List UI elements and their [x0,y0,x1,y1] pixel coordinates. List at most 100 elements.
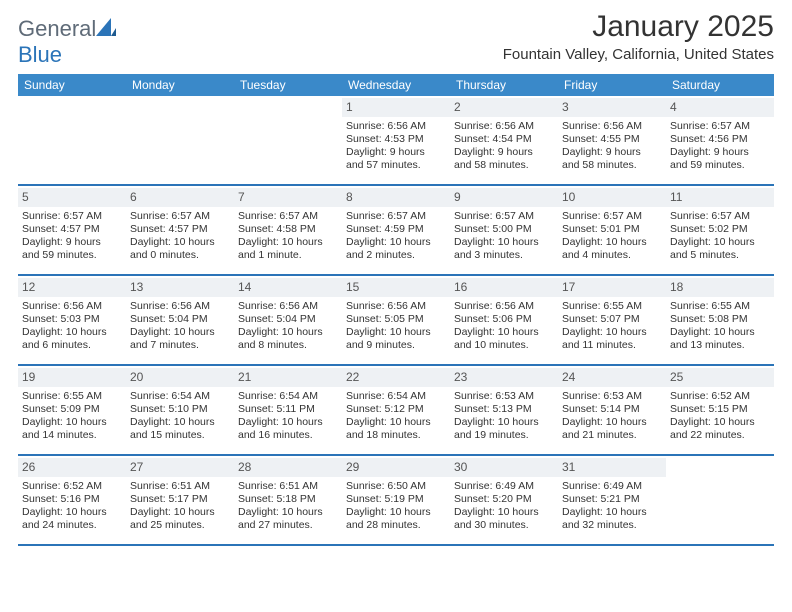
daylight2-text: and 57 minutes. [346,159,446,172]
day-cell: 22Sunrise: 6:54 AMSunset: 5:12 PMDayligh… [342,366,450,454]
day-cell: 28Sunrise: 6:51 AMSunset: 5:18 PMDayligh… [234,456,342,544]
daylight1-text: Daylight: 10 hours [562,416,662,429]
day-header: Sunday [18,74,126,96]
day-cell [126,96,234,184]
sunset-text: Sunset: 4:57 PM [22,223,122,236]
day-header: Friday [558,74,666,96]
daylight2-text: and 58 minutes. [562,159,662,172]
day-cell: 2Sunrise: 6:56 AMSunset: 4:54 PMDaylight… [450,96,558,184]
sunset-text: Sunset: 5:15 PM [670,403,770,416]
sunrise-text: Sunrise: 6:54 AM [130,390,230,403]
sunset-text: Sunset: 4:55 PM [562,133,662,146]
daylight2-text: and 1 minute. [238,249,338,262]
day-number: 31 [558,458,666,477]
day-cell: 17Sunrise: 6:55 AMSunset: 5:07 PMDayligh… [558,276,666,364]
sunset-text: Sunset: 5:21 PM [562,493,662,506]
sunrise-text: Sunrise: 6:56 AM [346,120,446,133]
daylight1-text: Daylight: 10 hours [130,326,230,339]
day-number: 9 [450,188,558,207]
sunset-text: Sunset: 5:13 PM [454,403,554,416]
daylight1-text: Daylight: 10 hours [238,506,338,519]
daylight2-text: and 4 minutes. [562,249,662,262]
sunrise-text: Sunrise: 6:56 AM [22,300,122,313]
daylight2-text: and 25 minutes. [130,519,230,532]
day-number: 8 [342,188,450,207]
sunset-text: Sunset: 4:56 PM [670,133,770,146]
daylight1-text: Daylight: 10 hours [346,416,446,429]
day-cell: 18Sunrise: 6:55 AMSunset: 5:08 PMDayligh… [666,276,774,364]
day-number: 22 [342,368,450,387]
sunrise-text: Sunrise: 6:52 AM [670,390,770,403]
calendar: SundayMondayTuesdayWednesdayThursdayFrid… [18,74,774,546]
daylight2-text: and 27 minutes. [238,519,338,532]
day-cell: 1Sunrise: 6:56 AMSunset: 4:53 PMDaylight… [342,96,450,184]
sunset-text: Sunset: 5:06 PM [454,313,554,326]
sunset-text: Sunset: 5:20 PM [454,493,554,506]
sunset-text: Sunset: 5:11 PM [238,403,338,416]
daylight1-text: Daylight: 10 hours [670,236,770,249]
day-number: 17 [558,278,666,297]
week-row: 26Sunrise: 6:52 AMSunset: 5:16 PMDayligh… [18,456,774,546]
day-header: Monday [126,74,234,96]
day-header: Saturday [666,74,774,96]
daylight2-text: and 58 minutes. [454,159,554,172]
day-number: 29 [342,458,450,477]
day-number: 14 [234,278,342,297]
day-cell: 31Sunrise: 6:49 AMSunset: 5:21 PMDayligh… [558,456,666,544]
day-cell: 24 Sunrise: 6:53 AMSunset: 5:14 PMDayligh… [558,366,666,454]
sunset-text: Sunset: 5:01 PM [562,223,662,236]
daylight2-text: and 22 minutes. [670,429,770,442]
sunset-text: Sunset: 4:57 PM [130,223,230,236]
daylight1-text: Daylight: 10 hours [454,506,554,519]
sunrise-text: Sunrise: 6:55 AM [670,300,770,313]
daylight1-text: Daylight: 10 hours [454,416,554,429]
daylight2-text: and 21 minutes. [562,429,662,442]
daylight2-text: and 18 minutes. [346,429,446,442]
sunrise-text: Sunrise: 6:57 AM [670,210,770,223]
day-number: 7 [234,188,342,207]
sunrise-text: Sunrise: 6:56 AM [346,300,446,313]
sunrise-text: Sunrise: 6:56 AM [454,300,554,313]
sunset-text: Sunset: 5:09 PM [22,403,122,416]
day-number: 24 [558,368,666,387]
sunset-text: Sunset: 5:02 PM [670,223,770,236]
sunrise-text: Sunrise: 6:53 AM [562,390,662,403]
week-row: 1Sunrise: 6:56 AMSunset: 4:53 PMDaylight… [18,96,774,186]
daylight1-text: Daylight: 10 hours [22,506,122,519]
day-number: 11 [666,188,774,207]
day-cell: 23Sunrise: 6:53 AMSunset: 5:13 PMDayligh… [450,366,558,454]
day-cell: 7Sunrise: 6:57 AMSunset: 4:58 PMDaylight… [234,186,342,274]
day-cell: 25Sunrise: 6:52 AMSunset: 5:15 PMDayligh… [666,366,774,454]
daylight1-text: Daylight: 10 hours [670,326,770,339]
daylight2-text: and 9 minutes. [346,339,446,352]
sunrise-text: Sunrise: 6:57 AM [670,120,770,133]
daylight2-text: and 30 minutes. [454,519,554,532]
weeks-container: 1Sunrise: 6:56 AMSunset: 4:53 PMDaylight… [18,96,774,546]
sunrise-text: Sunrise: 6:51 AM [238,480,338,493]
daylight1-text: Daylight: 10 hours [22,416,122,429]
day-cell: 29Sunrise: 6:50 AMSunset: 5:19 PMDayligh… [342,456,450,544]
sunrise-text: Sunrise: 6:54 AM [238,390,338,403]
sunrise-text: Sunrise: 6:51 AM [130,480,230,493]
logo-part2: Blue [18,42,62,67]
week-row: 5Sunrise: 6:57 AMSunset: 4:57 PMDaylight… [18,186,774,276]
daylight2-text: and 3 minutes. [454,249,554,262]
daylight2-text: and 59 minutes. [22,249,122,262]
daylight2-text: and 14 minutes. [22,429,122,442]
sunset-text: Sunset: 5:14 PM [562,403,662,416]
sunset-text: Sunset: 4:53 PM [346,133,446,146]
day-number: 27 [126,458,234,477]
day-number: 30 [450,458,558,477]
daylight1-text: Daylight: 10 hours [346,236,446,249]
sunrise-text: Sunrise: 6:55 AM [562,300,662,313]
sunrise-text: Sunrise: 6:56 AM [238,300,338,313]
daylight1-text: Daylight: 9 hours [454,146,554,159]
day-cell: 11 Sunrise: 6:57 AMSunset: 5:02 PMDayligh… [666,186,774,274]
daylight2-text: and 6 minutes. [22,339,122,352]
daylight1-text: Daylight: 10 hours [22,326,122,339]
daylight1-text: Daylight: 10 hours [346,326,446,339]
daylight1-text: Daylight: 10 hours [454,326,554,339]
day-number: 6 [126,188,234,207]
day-number: 2 [450,98,558,117]
day-header: Tuesday [234,74,342,96]
